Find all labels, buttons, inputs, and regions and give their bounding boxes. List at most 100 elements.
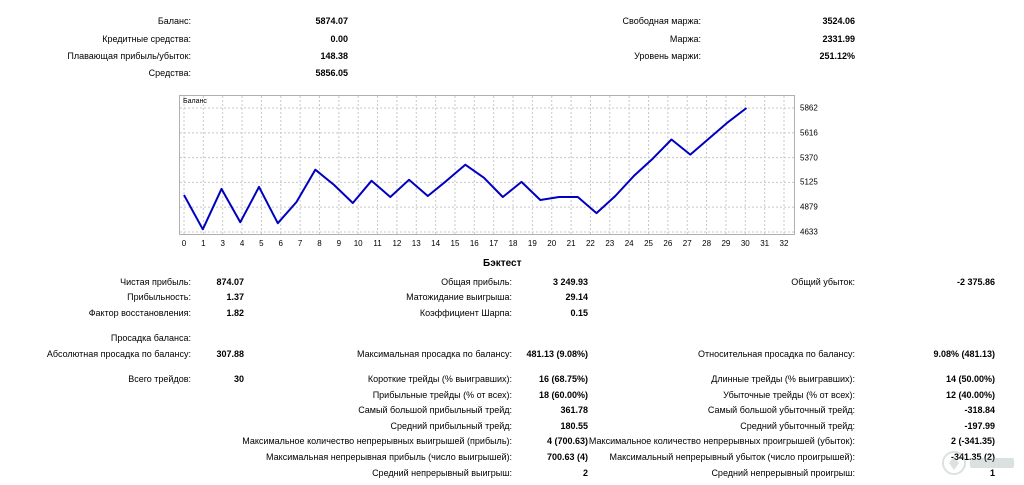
avg-loss-label: Средний убыточный трейд:	[740, 421, 855, 431]
net-profit-value: 874.07	[216, 277, 244, 287]
largest-loss-value: -318.84	[964, 405, 995, 415]
chart-x-tick-label: 8	[317, 239, 322, 248]
max-drawdown-label: Максимальная просадка по балансу:	[357, 349, 512, 359]
balance-value: 5874.07	[315, 16, 348, 26]
drawdown-title: Просадка баланса:	[110, 333, 191, 343]
avg-loss-value: -197.99	[964, 421, 995, 431]
chart-x-tick-label: 17	[489, 239, 499, 248]
chart-x-tick-label: 29	[721, 239, 731, 248]
gross-profit-value: 3 249.93	[552, 277, 588, 287]
max-cons-loss-value: -341.35 (2)	[950, 452, 995, 462]
long-trades-label: Длинные трейды (% выигравших):	[711, 374, 855, 384]
chart-y-tick-label: 5862	[800, 103, 818, 113]
profitability-label: Прибыльность:	[127, 292, 191, 302]
largest-profit-label: Самый большой прибыльный трейд:	[358, 405, 512, 415]
sharpe-value: 0.15	[570, 308, 588, 318]
recovery-factor-label: Фактор восстановления:	[88, 308, 191, 318]
largest-loss-label: Самый большой убыточный трейд:	[707, 405, 855, 415]
abs-drawdown-label: Абсолютная просадка по балансу:	[46, 349, 191, 359]
max-cons-losses-value: 2 (-341.35)	[950, 436, 995, 446]
max-cons-profit-value: 700.63 (4)	[546, 452, 588, 462]
chart-y-tick-label: 4633	[800, 227, 818, 237]
chart-x-tick-label: 10	[353, 239, 363, 248]
balance-chart	[179, 95, 795, 235]
margin-level-value: 251.12%	[819, 51, 855, 61]
loss-trades-value: 12 (40.00%)	[945, 390, 995, 400]
profit-trades-label: Прибыльные трейды (% от всех):	[372, 390, 512, 400]
chart-x-tick-label: 31	[760, 239, 770, 248]
max-drawdown-value: 481.13 (9.08%)	[526, 349, 588, 359]
expected-payoff-value: 29.14	[565, 292, 588, 302]
chart-y-tick-label: 5616	[800, 128, 818, 138]
max-cons-wins-value: 4 (700.63)	[546, 436, 588, 446]
short-trades-value: 16 (68.75%)	[538, 374, 588, 384]
avg-cons-wins-value: 2	[582, 468, 588, 478]
chart-x-tick-label: 21	[566, 239, 576, 248]
profit-trades-value: 18 (60.00%)	[538, 390, 588, 400]
gross-profit-label: Общая прибыль:	[441, 277, 512, 287]
chart-x-tick-label: 24	[624, 239, 634, 248]
chart-x-tick-label: 27	[682, 239, 692, 248]
chart-x-tick-label: 6	[278, 239, 283, 248]
chart-x-tick-label: 28	[702, 239, 712, 248]
abs-drawdown-value: 307.88	[216, 349, 244, 359]
chart-x-tick-label: 1	[201, 239, 206, 248]
chart-x-tick-label: 15	[450, 239, 460, 248]
chart-y-tick-label: 5125	[800, 177, 818, 187]
chart-x-tick-label: 23	[605, 239, 615, 248]
chart-y-tick-label: 4879	[800, 202, 818, 212]
max-cons-profit-label: Максимальная непрерывная прибыль (число …	[266, 452, 512, 462]
largest-profit-value: 361.78	[560, 405, 588, 415]
avg-profit-label: Средний прибыльный трейд:	[390, 421, 512, 431]
avg-cons-losses-value: 1	[989, 468, 995, 478]
chart-x-tick-label: 20	[547, 239, 557, 248]
short-trades-label: Короткие трейды (% выигравших):	[367, 374, 512, 384]
long-trades-value: 14 (50.00%)	[945, 374, 995, 384]
max-cons-wins-label: Максимальное количество непрерывных выиг…	[242, 436, 512, 446]
floating-pl-label: Плавающая прибыль/убыток:	[67, 51, 191, 61]
equity-value: 5856.05	[315, 68, 348, 78]
chart-x-tick-label: 22	[585, 239, 595, 248]
chart-x-tick-label: 14	[431, 239, 441, 248]
chart-x-tick-label: 32	[779, 239, 789, 248]
avg-profit-value: 180.55	[560, 421, 588, 431]
profitability-value: 1.37	[226, 292, 244, 302]
free-margin-value: 3524.06	[822, 16, 855, 26]
chart-x-tick-label: 19	[527, 239, 537, 248]
balance-line	[183, 107, 748, 231]
chart-x-tick-label: 7	[297, 239, 303, 248]
net-profit-label: Чистая прибыль:	[120, 277, 191, 287]
chart-x-tick-label: 4	[239, 239, 245, 248]
sharpe-label: Коэффициент Шарпа:	[419, 308, 512, 318]
recovery-factor-value: 1.82	[226, 308, 244, 318]
margin-label: Маржа:	[669, 34, 701, 44]
chart-x-tick-label: 12	[392, 239, 402, 248]
max-cons-losses-label: Максимальное количество непрерывных прои…	[588, 436, 855, 446]
chart-x-tick-label: 25	[644, 239, 653, 248]
chart-x-tick-label: 18	[508, 239, 518, 248]
balance-chart-plot	[180, 96, 794, 234]
equity-label: Средства:	[148, 68, 191, 78]
chart-x-tick-label: 16	[469, 239, 479, 248]
rel-drawdown-value: 9.08% (481.13)	[933, 349, 995, 359]
chart-x-tick-label: 3	[220, 239, 225, 248]
watermark-logo-icon	[942, 451, 1014, 475]
chart-y-tick-label: 5370	[800, 153, 818, 163]
avg-cons-wins-label: Средний непрерывный выигрыш:	[372, 468, 512, 478]
balance-label: Баланс:	[157, 16, 191, 26]
total-trades-label: Всего трейдов:	[128, 374, 191, 384]
floating-pl-value: 148.38	[320, 51, 348, 61]
expected-payoff-label: Матожидание выигрыша:	[406, 292, 512, 302]
max-cons-loss-label: Максимальный непрерывный убыток (число п…	[609, 452, 855, 462]
margin-value: 2331.99	[822, 34, 855, 44]
credit-value: 0.00	[330, 34, 348, 44]
backtest-title: Бэктест	[483, 258, 522, 269]
rel-drawdown-label: Относительная просадка по балансу:	[698, 349, 855, 359]
chart-x-tick-label: 11	[373, 239, 382, 248]
chart-x-tick-label: 5	[259, 239, 264, 248]
total-trades-value: 30	[233, 374, 244, 384]
chart-x-tick-label: 30	[740, 239, 750, 248]
chart-x-tick-label: 0	[181, 239, 187, 248]
gross-loss-label: Общий убыток:	[791, 277, 855, 287]
chart-x-tick-label: 9	[336, 239, 342, 248]
